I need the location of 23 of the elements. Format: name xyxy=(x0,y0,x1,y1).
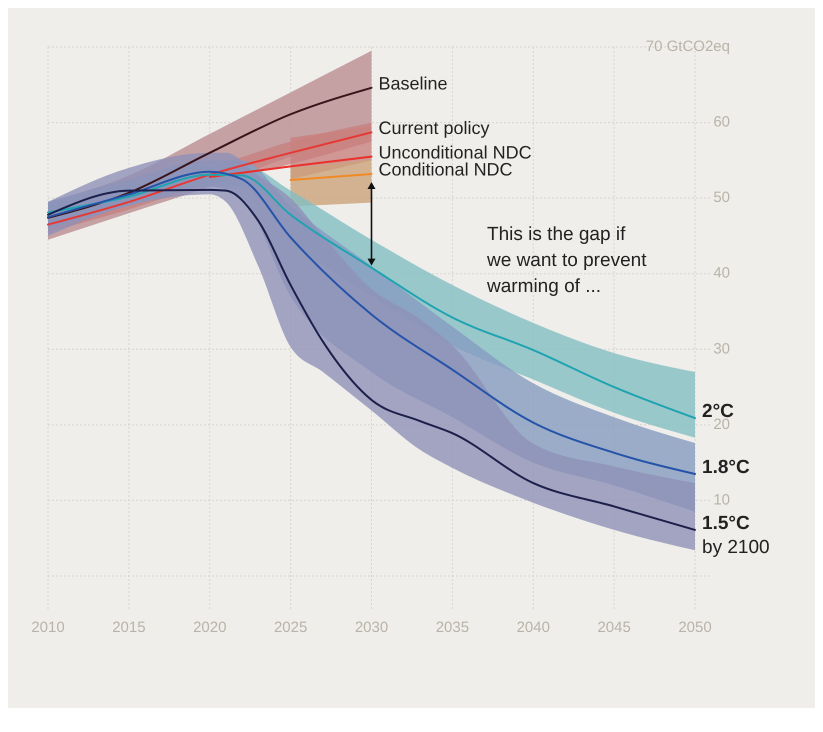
text: by 2100 xyxy=(702,536,770,558)
x-tick-label: 2020 xyxy=(193,618,226,636)
series-label: 1.5°C xyxy=(702,512,750,534)
x-tick-label: 2040 xyxy=(516,618,550,636)
y-tick-label: 70 GtCO2eq xyxy=(646,38,730,55)
x-tick-label: 2035 xyxy=(436,618,470,636)
y-tick-label: 40 xyxy=(713,264,730,282)
y-tick-label: 10 xyxy=(713,491,730,508)
series-label: Conditional NDC xyxy=(378,160,513,180)
x-tick-label: 2050 xyxy=(678,618,712,636)
x-tick-label: 2030 xyxy=(354,618,388,636)
x-tick-label: 2025 xyxy=(274,618,308,636)
annotation: This is the gap if we want to prevent warming of ... xyxy=(486,224,648,298)
series-label: Unconditional NDC xyxy=(378,142,532,162)
series-label: 1.8°C xyxy=(702,456,750,478)
y-tick-label: 50 xyxy=(713,189,730,206)
y-tick-label: 60 xyxy=(713,114,730,131)
x-tick-label: 2010 xyxy=(31,618,65,636)
x-tick-label: 2045 xyxy=(597,618,631,636)
x-tick-label: 2015 xyxy=(112,618,146,636)
series-label: Current policy xyxy=(378,118,490,138)
series-label: Baseline xyxy=(378,74,448,94)
y-tick-label: 30 xyxy=(713,340,730,358)
